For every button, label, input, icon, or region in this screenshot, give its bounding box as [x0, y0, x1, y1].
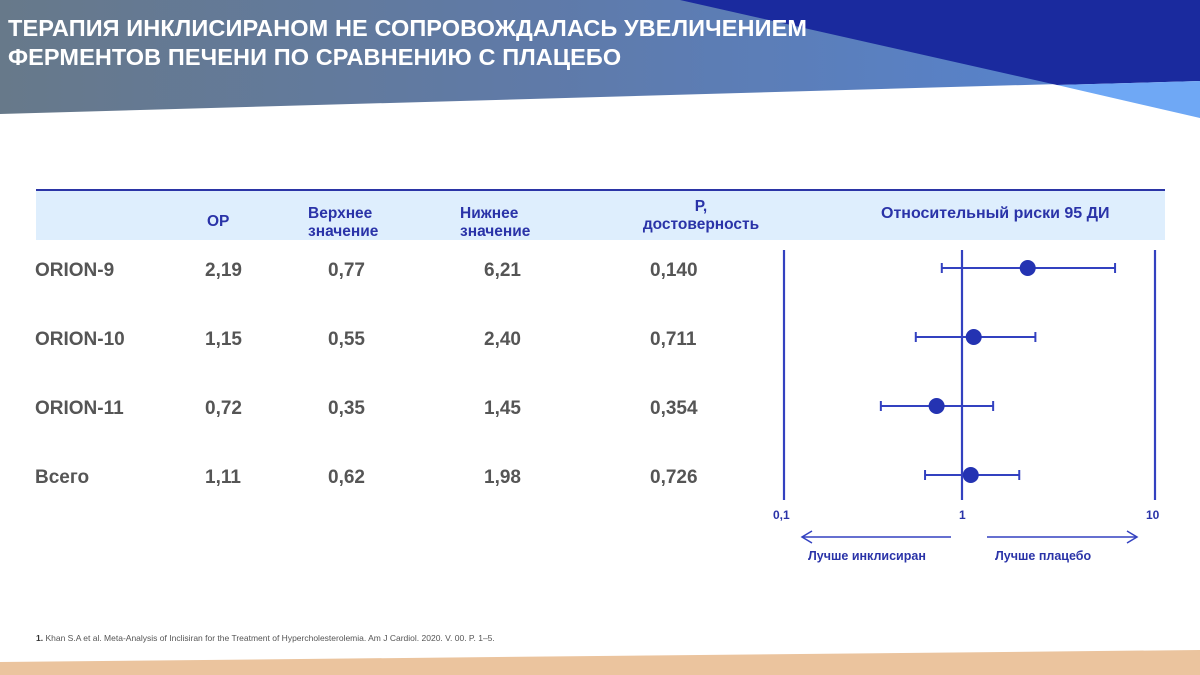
upper-value: 0,62: [328, 467, 365, 488]
table-header: [36, 189, 1165, 240]
upper-value: 0,35: [328, 398, 365, 419]
banner-shapes: [0, 0, 1200, 118]
axis-lines: [782, 250, 1157, 500]
footnote: 1. Khan S.A et al. Meta-Analysis of Incl…: [36, 633, 495, 643]
point-estimate: [965, 329, 982, 345]
column-header-or: ОР: [207, 213, 230, 230]
footer-band: [0, 650, 1200, 675]
or-value: 1,15: [205, 329, 242, 350]
lower-value: 6,21: [484, 260, 521, 281]
tick-label-10: 10: [1146, 508, 1160, 522]
study-name: ORION-9: [35, 260, 115, 281]
upper-value: 0,77: [328, 260, 365, 281]
point-estimate: [1019, 260, 1036, 276]
column-header-rr: Относительный риски 95 ДИ: [881, 205, 1110, 222]
title-line-2: ФЕРМЕНТОВ ПЕЧЕНИ ПО СРАВНЕНИЮ С ПЛАЦЕБО: [8, 44, 622, 70]
direction-arrows: [800, 530, 1139, 544]
p-value: 0,711: [650, 329, 697, 350]
p-value: 0,354: [650, 398, 698, 419]
tick-label-0.1: 0,1: [773, 508, 790, 522]
better-inclisiran-label: Лучше инклисиран: [808, 549, 926, 563]
title-line-1: ТЕРАПИЯ ИНКЛИСИРАНОМ НЕ СОПРОВОЖДАЛАСЬ У…: [8, 15, 808, 41]
p-value: 0,726: [650, 467, 698, 488]
point-estimate: [962, 467, 979, 483]
better-placebo-label: Лучше плацебо: [995, 549, 1092, 563]
study-name: Всего: [35, 467, 90, 488]
p-value: 0,140: [650, 260, 698, 281]
or-value: 0,72: [205, 398, 242, 419]
lower-value: 1,45: [484, 398, 521, 419]
column-header-lower: Нижнее значение: [460, 205, 531, 240]
tick-label-1: 1: [959, 508, 966, 522]
ci-row: [879, 398, 995, 414]
study-name: ORION-11: [35, 398, 124, 419]
ci-row: [940, 260, 1117, 276]
lower-value: 1,98: [484, 467, 521, 488]
point-estimate: [928, 398, 945, 414]
study-name: ORION-10: [35, 329, 125, 350]
confidence-intervals: [879, 260, 1117, 483]
column-header-upper: Верхнее значение: [308, 205, 379, 240]
header-banner: ТЕРАПИЯ ИНКЛИСИРАНОМ НЕ СОПРОВОЖДАЛАСЬ У…: [0, 0, 1200, 140]
or-value: 2,19: [205, 260, 242, 281]
column-header-p: Р, достоверность: [642, 198, 760, 233]
upper-value: 0,55: [328, 329, 365, 350]
ci-row: [914, 329, 1037, 345]
or-value: 1,11: [205, 467, 241, 488]
ci-row: [924, 467, 1021, 483]
page-title: ТЕРАПИЯ ИНКЛИСИРАНОМ НЕ СОПРОВОЖДАЛАСЬ У…: [8, 14, 807, 72]
lower-value: 2,40: [484, 329, 521, 350]
